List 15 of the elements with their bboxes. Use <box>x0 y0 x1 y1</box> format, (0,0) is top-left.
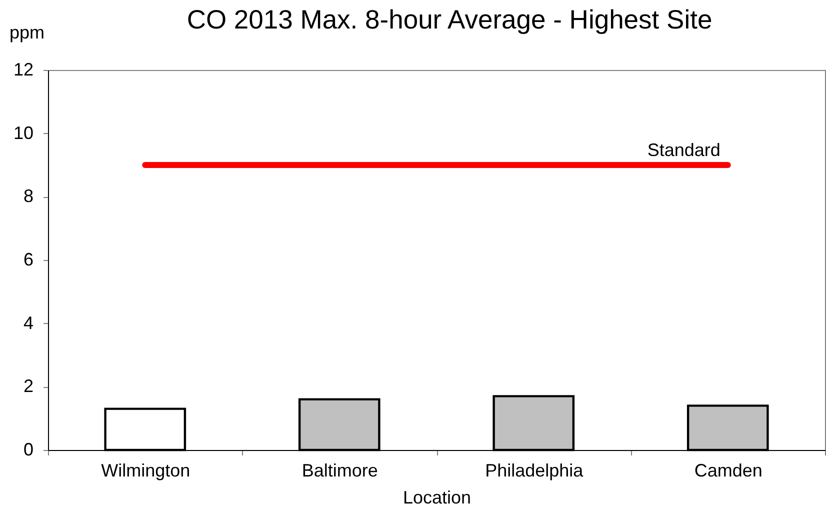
series-label: Standard <box>647 140 720 160</box>
y-tick-label: 12 <box>13 60 34 80</box>
x-tick-label: Wilmington <box>101 460 190 480</box>
y-tick-label: 0 <box>23 440 34 460</box>
x-axis-title: Location <box>402 488 472 508</box>
x-tick-label: Camden <box>694 460 762 480</box>
y-tick-label: 10 <box>13 122 34 143</box>
x-tick-label: Baltimore <box>302 460 378 480</box>
y-tick-label: 4 <box>23 312 34 333</box>
y-tick-label: 8 <box>23 186 34 206</box>
y-axis-title: ppm <box>10 22 45 42</box>
y-tick-label: 2 <box>23 376 34 396</box>
x-tick-label: Philadelphia <box>485 460 584 480</box>
y-tick-label: 6 <box>23 250 34 270</box>
chart-title: CO 2013 Max. 8-hour Average - Highest Site <box>186 4 712 34</box>
